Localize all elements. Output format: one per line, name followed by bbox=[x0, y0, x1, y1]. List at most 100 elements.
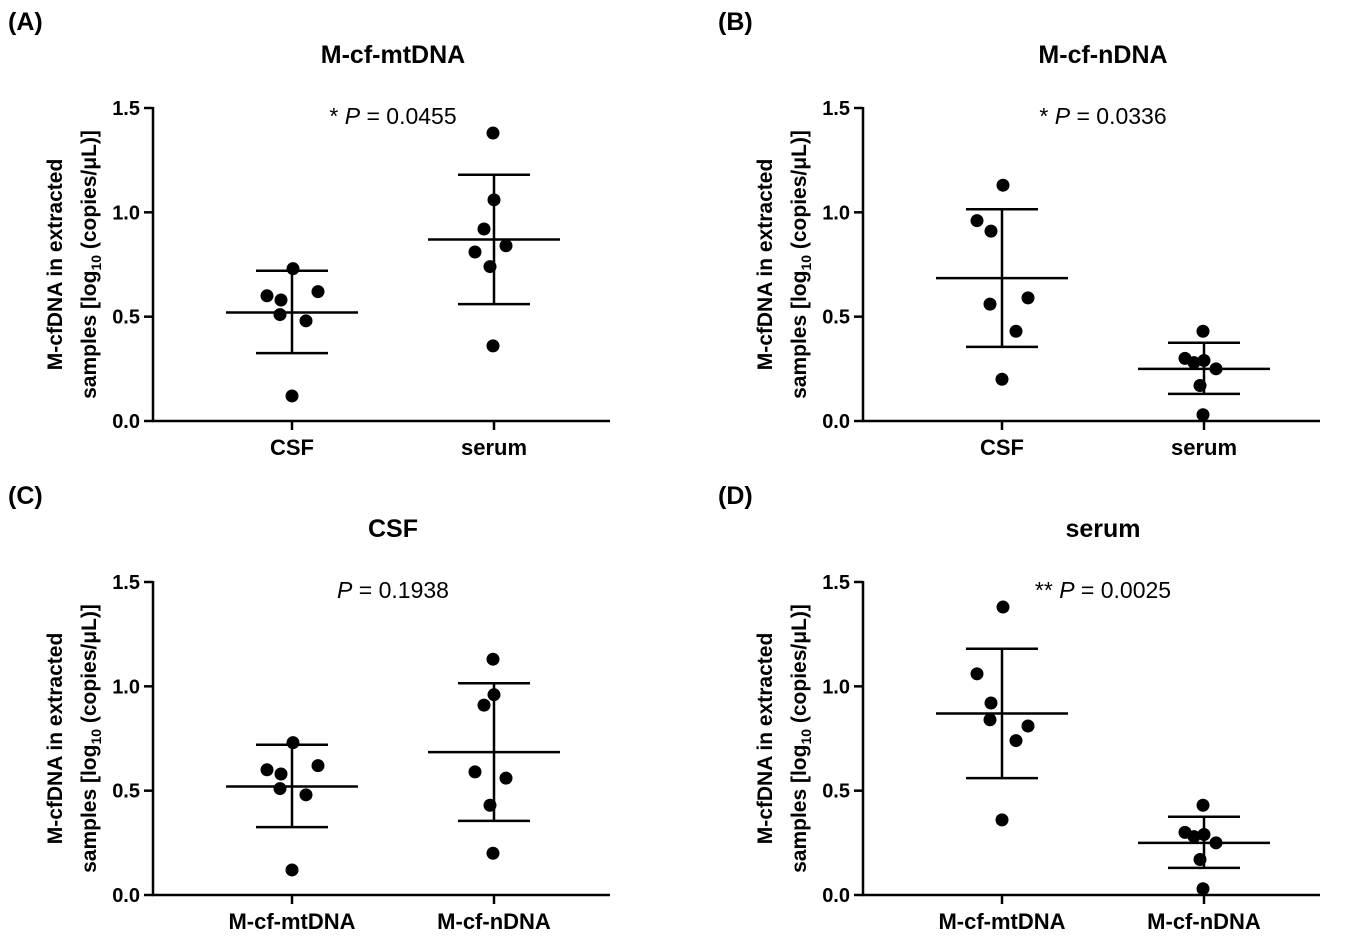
data-point bbox=[274, 293, 288, 307]
p-value-annotation: P = 0.1938 bbox=[337, 577, 449, 603]
data-point bbox=[996, 600, 1010, 614]
data-point bbox=[273, 782, 287, 796]
data-point bbox=[1209, 836, 1223, 850]
data-point bbox=[1193, 379, 1207, 393]
data-point bbox=[274, 767, 288, 781]
y-axis-label-line1: M-cfDNA in extracted bbox=[44, 633, 67, 845]
data-point bbox=[1021, 719, 1035, 733]
data-point bbox=[995, 813, 1009, 827]
x-category-label: CSF bbox=[980, 435, 1024, 460]
data-point bbox=[486, 339, 500, 353]
y-tick-label: 0.5 bbox=[112, 307, 140, 329]
data-point bbox=[1209, 362, 1223, 376]
x-category-label: CSF bbox=[270, 435, 314, 460]
data-point bbox=[483, 798, 497, 812]
y-tick-label: 0.0 bbox=[112, 411, 140, 433]
data-point bbox=[984, 696, 998, 710]
y-tick-label: 1.0 bbox=[112, 676, 140, 698]
y-axis-label-line2: samples [log10 (copies/μL)] bbox=[78, 130, 104, 399]
data-point bbox=[1178, 351, 1192, 365]
p-value-annotation: * P = 0.0336 bbox=[1039, 103, 1166, 129]
data-point bbox=[1196, 324, 1210, 338]
data-point bbox=[1197, 353, 1211, 367]
panel-label: (B) bbox=[718, 8, 753, 36]
data-point bbox=[299, 788, 313, 802]
data-point bbox=[983, 713, 997, 727]
data-point bbox=[286, 736, 300, 750]
chart-title: M-cf-nDNA bbox=[1038, 41, 1167, 69]
y-tick-label: 1.5 bbox=[822, 98, 850, 120]
panel-3: (C) CSF M-cfDNA in extracted samples [log10… bbox=[8, 482, 610, 934]
data-point bbox=[260, 763, 274, 777]
data-point bbox=[477, 698, 491, 712]
x-category-label: M-cf-mtDNA bbox=[228, 909, 355, 934]
data-point bbox=[486, 652, 500, 666]
y-axis-label-line2: samples [log10 (copies/μL)] bbox=[788, 130, 814, 399]
data-point bbox=[477, 222, 491, 236]
data-point bbox=[1009, 324, 1023, 338]
data-point bbox=[996, 178, 1010, 192]
data-point bbox=[1196, 798, 1210, 812]
data-point bbox=[970, 667, 984, 681]
data-point bbox=[486, 846, 500, 860]
data-point bbox=[499, 771, 513, 785]
x-category-label: M-cf-nDNA bbox=[1147, 909, 1261, 934]
data-point bbox=[499, 239, 513, 253]
y-tick-label: 0.5 bbox=[822, 781, 850, 803]
y-tick-label: 1.5 bbox=[822, 572, 850, 594]
y-tick-label: 0.0 bbox=[822, 411, 850, 433]
data-point bbox=[468, 765, 482, 779]
y-axis-label-line2: samples [log10 (copies/μL)] bbox=[788, 604, 814, 873]
data-point bbox=[285, 389, 299, 403]
data-point bbox=[1178, 825, 1192, 839]
data-point bbox=[486, 126, 500, 140]
y-axis-label-line2: samples [log10 (copies/μL)] bbox=[78, 604, 104, 873]
x-category-label: M-cf-mtDNA bbox=[938, 909, 1065, 934]
data-point bbox=[260, 289, 274, 303]
panel-label: (D) bbox=[718, 482, 753, 510]
data-point bbox=[1197, 827, 1211, 841]
data-point bbox=[299, 314, 313, 328]
x-category-label: serum bbox=[461, 435, 527, 460]
x-category-label: M-cf-nDNA bbox=[437, 909, 551, 934]
panel-1: (A) M-cf-mtDNA M-cfDNA in extracted samples… bbox=[8, 8, 610, 460]
data-point bbox=[983, 297, 997, 311]
panel-label: (A) bbox=[8, 8, 43, 36]
y-axis-label-line1: M-cfDNA in extracted bbox=[754, 159, 777, 371]
data-point bbox=[286, 262, 300, 276]
y-axis-label-line1: M-cfDNA in extracted bbox=[754, 633, 777, 845]
panel-2: (B) M-cf-nDNA M-cfDNA in extracted samples … bbox=[718, 8, 1320, 460]
data-point bbox=[285, 863, 299, 877]
chart-title: CSF bbox=[368, 515, 418, 543]
data-point bbox=[1196, 408, 1210, 422]
data-point bbox=[487, 688, 501, 702]
y-tick-label: 0.0 bbox=[112, 885, 140, 907]
y-tick-label: 1.0 bbox=[822, 202, 850, 224]
data-point bbox=[311, 285, 325, 299]
data-point bbox=[1009, 734, 1023, 748]
y-tick-label: 0.5 bbox=[822, 307, 850, 329]
chart-title: serum bbox=[1065, 515, 1140, 543]
y-tick-label: 0.5 bbox=[112, 781, 140, 803]
y-tick-label: 0.0 bbox=[822, 885, 850, 907]
p-value-annotation: * P = 0.0455 bbox=[329, 103, 456, 129]
data-point bbox=[995, 372, 1009, 386]
data-point bbox=[970, 214, 984, 228]
data-point bbox=[311, 759, 325, 773]
data-point bbox=[1021, 291, 1035, 305]
y-tick-label: 1.5 bbox=[112, 572, 140, 594]
data-point bbox=[487, 193, 501, 207]
panel-label: (C) bbox=[8, 482, 43, 510]
y-tick-label: 1.0 bbox=[112, 202, 140, 224]
p-value-annotation: ** P = 0.0025 bbox=[1035, 577, 1171, 603]
data-point bbox=[468, 245, 482, 259]
data-point bbox=[273, 308, 287, 322]
data-point bbox=[1193, 853, 1207, 867]
x-category-label: serum bbox=[1171, 435, 1237, 460]
data-point bbox=[984, 224, 998, 238]
y-tick-label: 1.0 bbox=[822, 676, 850, 698]
data-point bbox=[1196, 882, 1210, 896]
y-axis-label-line1: M-cfDNA in extracted bbox=[44, 159, 67, 371]
panel-4: (D) serum M-cfDNA in extracted samples [log… bbox=[718, 482, 1320, 934]
